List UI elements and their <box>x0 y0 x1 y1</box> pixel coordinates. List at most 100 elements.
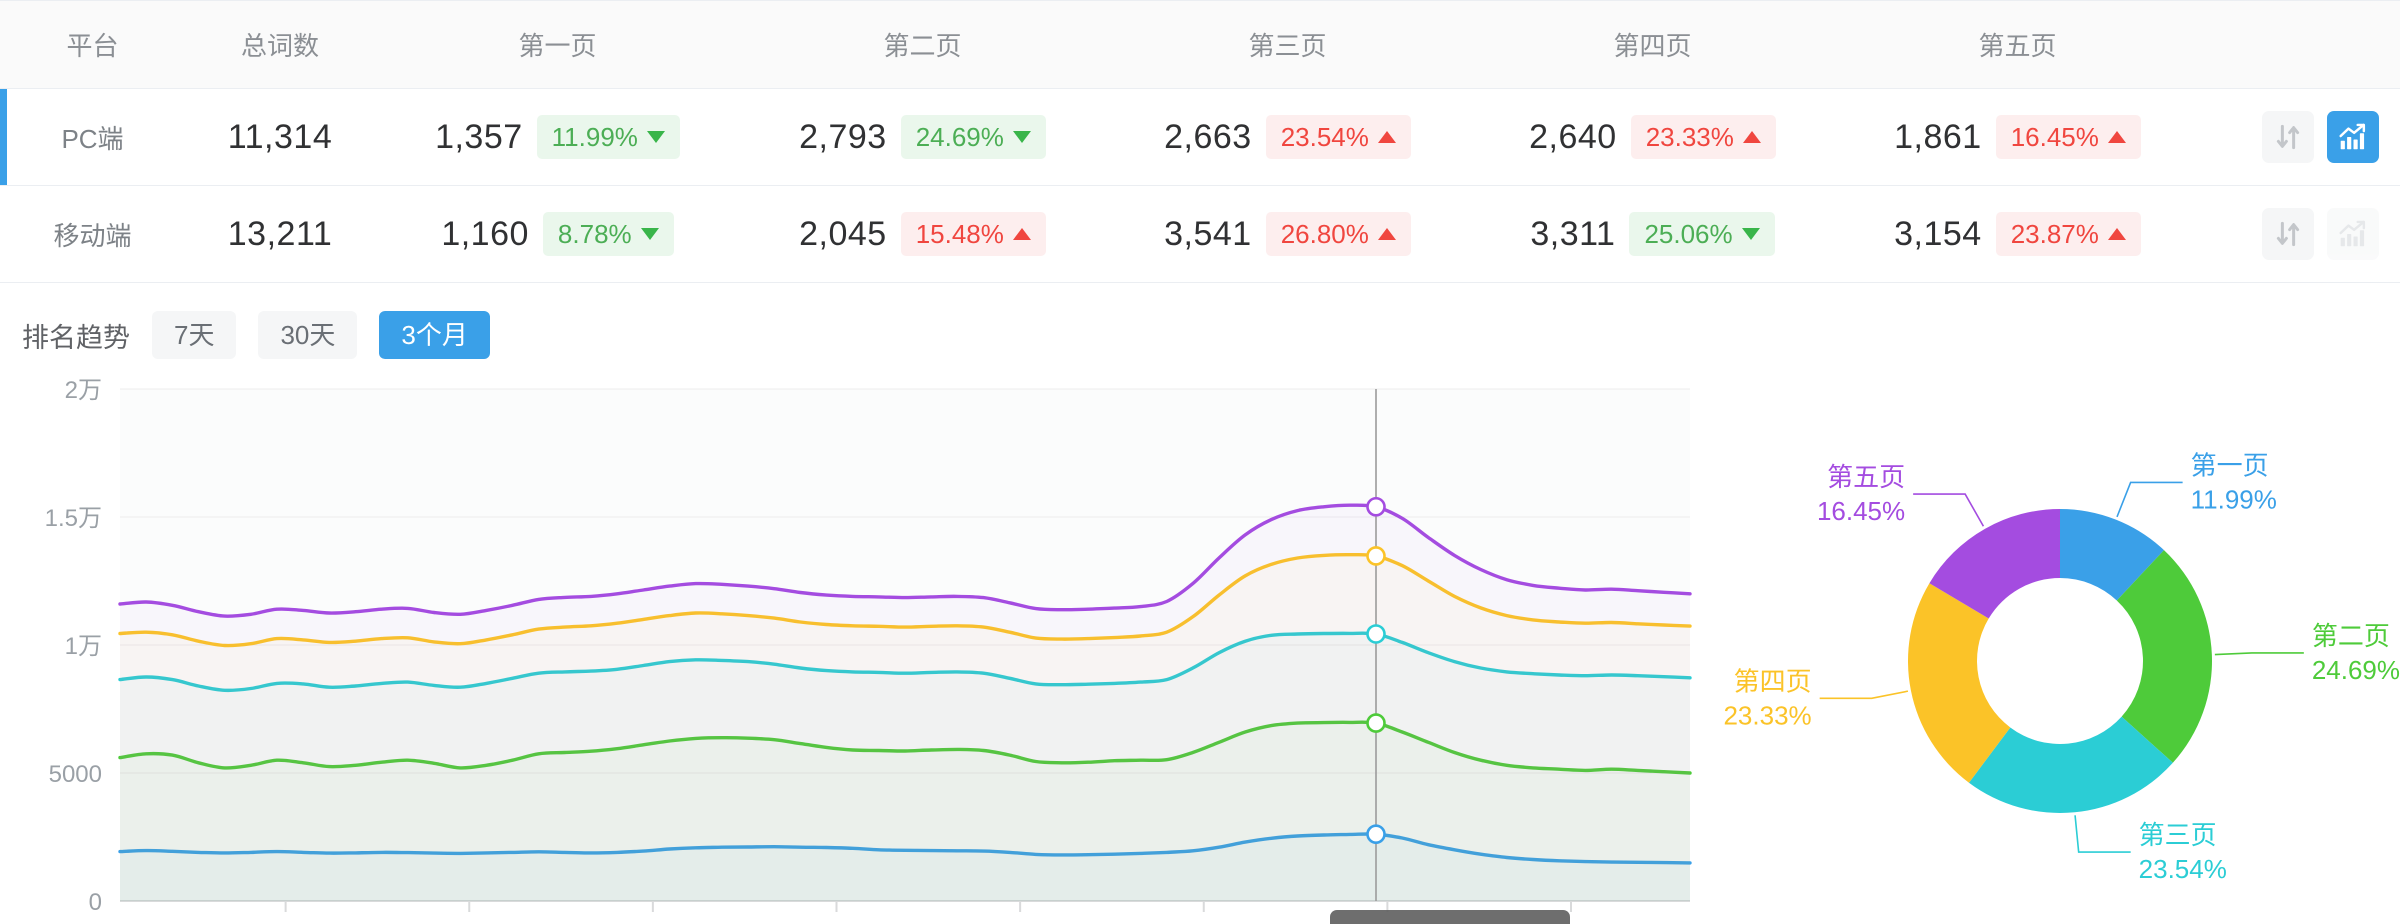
donut-slice[interactable] <box>1968 716 2173 813</box>
pct-value: 11.99% <box>551 122 638 152</box>
cell-page-4: 2,640 23.33% <box>1470 88 1835 186</box>
cell-page-1: 1,357 11.99% <box>375 88 740 186</box>
th-page-2: 第二页 <box>740 0 1105 89</box>
triangle-up-icon <box>1742 131 1761 143</box>
cell-actions <box>2200 88 2400 186</box>
trend-chart-icon-button[interactable] <box>2326 208 2379 260</box>
cell-total: 13,211 <box>185 185 375 283</box>
page-count: 1,357 <box>435 117 523 156</box>
trend-chart-icon <box>2338 123 2365 150</box>
donut-label: 第二页 <box>2312 621 2390 651</box>
pct-value: 24.69% <box>915 122 1004 152</box>
rank-trend-line-chart[interactable]: 050001万1.5万2万07-3108-1008-2008-3009-0909… <box>0 361 1720 924</box>
svg-text:1.5万: 1.5万 <box>45 505 102 532</box>
donut-label: 第四页 <box>1734 666 1812 696</box>
th-page-5: 第五页 <box>1835 0 2200 89</box>
pct-value: 25.06% <box>1644 219 1733 249</box>
triangle-up-icon <box>2107 228 2126 240</box>
range-button-3m[interactable]: 3个月 <box>379 311 490 359</box>
page-pct-badge: 24.69% <box>900 115 1046 159</box>
th-page-3: 第三页 <box>1105 0 1470 89</box>
table-header-row: 平台 总词数 第一页 第二页 第三页 第四页 第五页 <box>0 0 2400 89</box>
donut-slice[interactable] <box>1908 583 2011 783</box>
trend-toolbar: 排名趋势 7天 30天 3个月 <box>0 283 2400 361</box>
triangle-down-icon <box>1741 228 1760 240</box>
donut-label: 第三页 <box>2139 820 2217 850</box>
chart-tooltip: 09-26 前10名: 2,611 前20名: 6,978 前30名: 10,4… <box>1330 910 1570 924</box>
table-header: 平台 总词数 第一页 第二页 第三页 第四页 第五页 <box>0 0 2400 89</box>
page-pct-badge: 16.45% <box>1995 115 2141 159</box>
cell-actions <box>2200 185 2400 283</box>
pct-value: 23.87% <box>2010 219 2099 249</box>
page-distribution-donut-chart[interactable]: 第一页 11.99% 第二页 24.69% 第三页 23.54% 第四页 23.33% 第五页 1… <box>1720 361 2400 924</box>
cell-page-3: 2,663 23.54% <box>1105 88 1470 186</box>
pct-value: 26.80% <box>1280 219 1369 249</box>
page-count: 1,861 <box>1894 117 1982 156</box>
trend-chart-icon <box>2338 220 2365 247</box>
donut-slice[interactable] <box>2116 550 2212 763</box>
trend-section-title: 排名趋势 <box>22 322 130 353</box>
sort-updown-icon-button[interactable] <box>2261 208 2314 260</box>
page-count: 2,793 <box>799 117 887 156</box>
svg-text:0: 0 <box>89 889 102 916</box>
svg-text:1万: 1万 <box>65 633 102 660</box>
triangle-up-icon <box>1012 228 1031 240</box>
th-total-keywords: 总词数 <box>185 0 375 89</box>
page-pct-badge: 23.87% <box>1995 212 2141 256</box>
page-pct-badge: 25.06% <box>1629 212 1775 256</box>
th-platform: 平台 <box>0 0 185 89</box>
sort-updown-icon <box>2276 124 2299 150</box>
page-count: 2,045 <box>799 214 887 253</box>
trend-chart-icon-button[interactable] <box>2326 111 2379 163</box>
page-pct-badge: 15.48% <box>900 212 1046 256</box>
sort-updown-icon-button[interactable] <box>2261 111 2314 163</box>
triangle-up-icon <box>1377 131 1396 143</box>
cell-platform: PC端 <box>0 88 185 186</box>
cell-page-5: 3,154 23.87% <box>1835 185 2200 283</box>
charts-area: 爱站网 050001万1.5万2万07-3108-1008-2008-3009-… <box>0 361 2400 924</box>
donut-value: 11.99% <box>2191 484 2277 514</box>
cell-page-2: 2,045 15.48% <box>740 185 1105 283</box>
pct-value: 8.78% <box>557 219 632 249</box>
cell-page-5: 1,861 16.45% <box>1835 88 2200 186</box>
pct-value: 23.33% <box>1645 122 1734 152</box>
page-count: 2,663 <box>1164 117 1252 156</box>
donut-value: 23.33% <box>1723 700 1811 730</box>
th-actions <box>2200 0 2400 89</box>
donut-value: 23.54% <box>2139 854 2227 884</box>
table-row[interactable]: PC端 11,314 1,357 11.99% 2,793 <box>0 88 2400 186</box>
triangle-up-icon <box>1377 228 1396 240</box>
cell-page-3: 3,541 26.80% <box>1105 185 1470 283</box>
donut-label: 第五页 <box>1827 462 1905 492</box>
table-row[interactable]: 移动端 13,211 1,160 8.78% 2,045 <box>0 185 2400 283</box>
pct-value: 23.54% <box>1280 122 1369 152</box>
cell-page-4: 3,311 25.06% <box>1470 185 1835 283</box>
pct-value: 15.48% <box>915 219 1004 249</box>
sort-updown-icon <box>2276 221 2299 247</box>
svg-text:5000: 5000 <box>49 761 102 788</box>
page-count: 1,160 <box>441 214 529 253</box>
cell-page-1: 1,160 8.78% <box>375 185 740 283</box>
range-button-7d[interactable]: 7天 <box>152 311 237 359</box>
donut-label: 第一页 <box>2191 450 2269 480</box>
triangle-up-icon <box>2107 131 2126 143</box>
pct-value: 16.45% <box>2010 122 2099 152</box>
table-body: PC端 11,314 1,357 11.99% 2,793 <box>0 88 2400 283</box>
page-pct-badge: 8.78% <box>542 212 674 256</box>
triangle-down-icon <box>1012 131 1031 143</box>
th-page-1: 第一页 <box>375 0 740 89</box>
svg-text:2万: 2万 <box>65 377 102 404</box>
page-pct-badge: 23.54% <box>1265 115 1411 159</box>
donut-slice[interactable] <box>1929 509 2060 619</box>
page-count: 3,541 <box>1164 214 1252 253</box>
cell-platform: 移动端 <box>0 185 185 283</box>
page-pct-badge: 11.99% <box>536 115 680 159</box>
page-count: 2,640 <box>1529 117 1617 156</box>
page-count: 3,154 <box>1894 214 1982 253</box>
donut-slice[interactable] <box>2060 509 2164 601</box>
cell-page-2: 2,793 24.69% <box>740 88 1105 186</box>
page-pct-badge: 26.80% <box>1265 212 1411 256</box>
donut-value: 24.69% <box>2312 655 2400 685</box>
range-button-30d[interactable]: 30天 <box>258 311 358 359</box>
